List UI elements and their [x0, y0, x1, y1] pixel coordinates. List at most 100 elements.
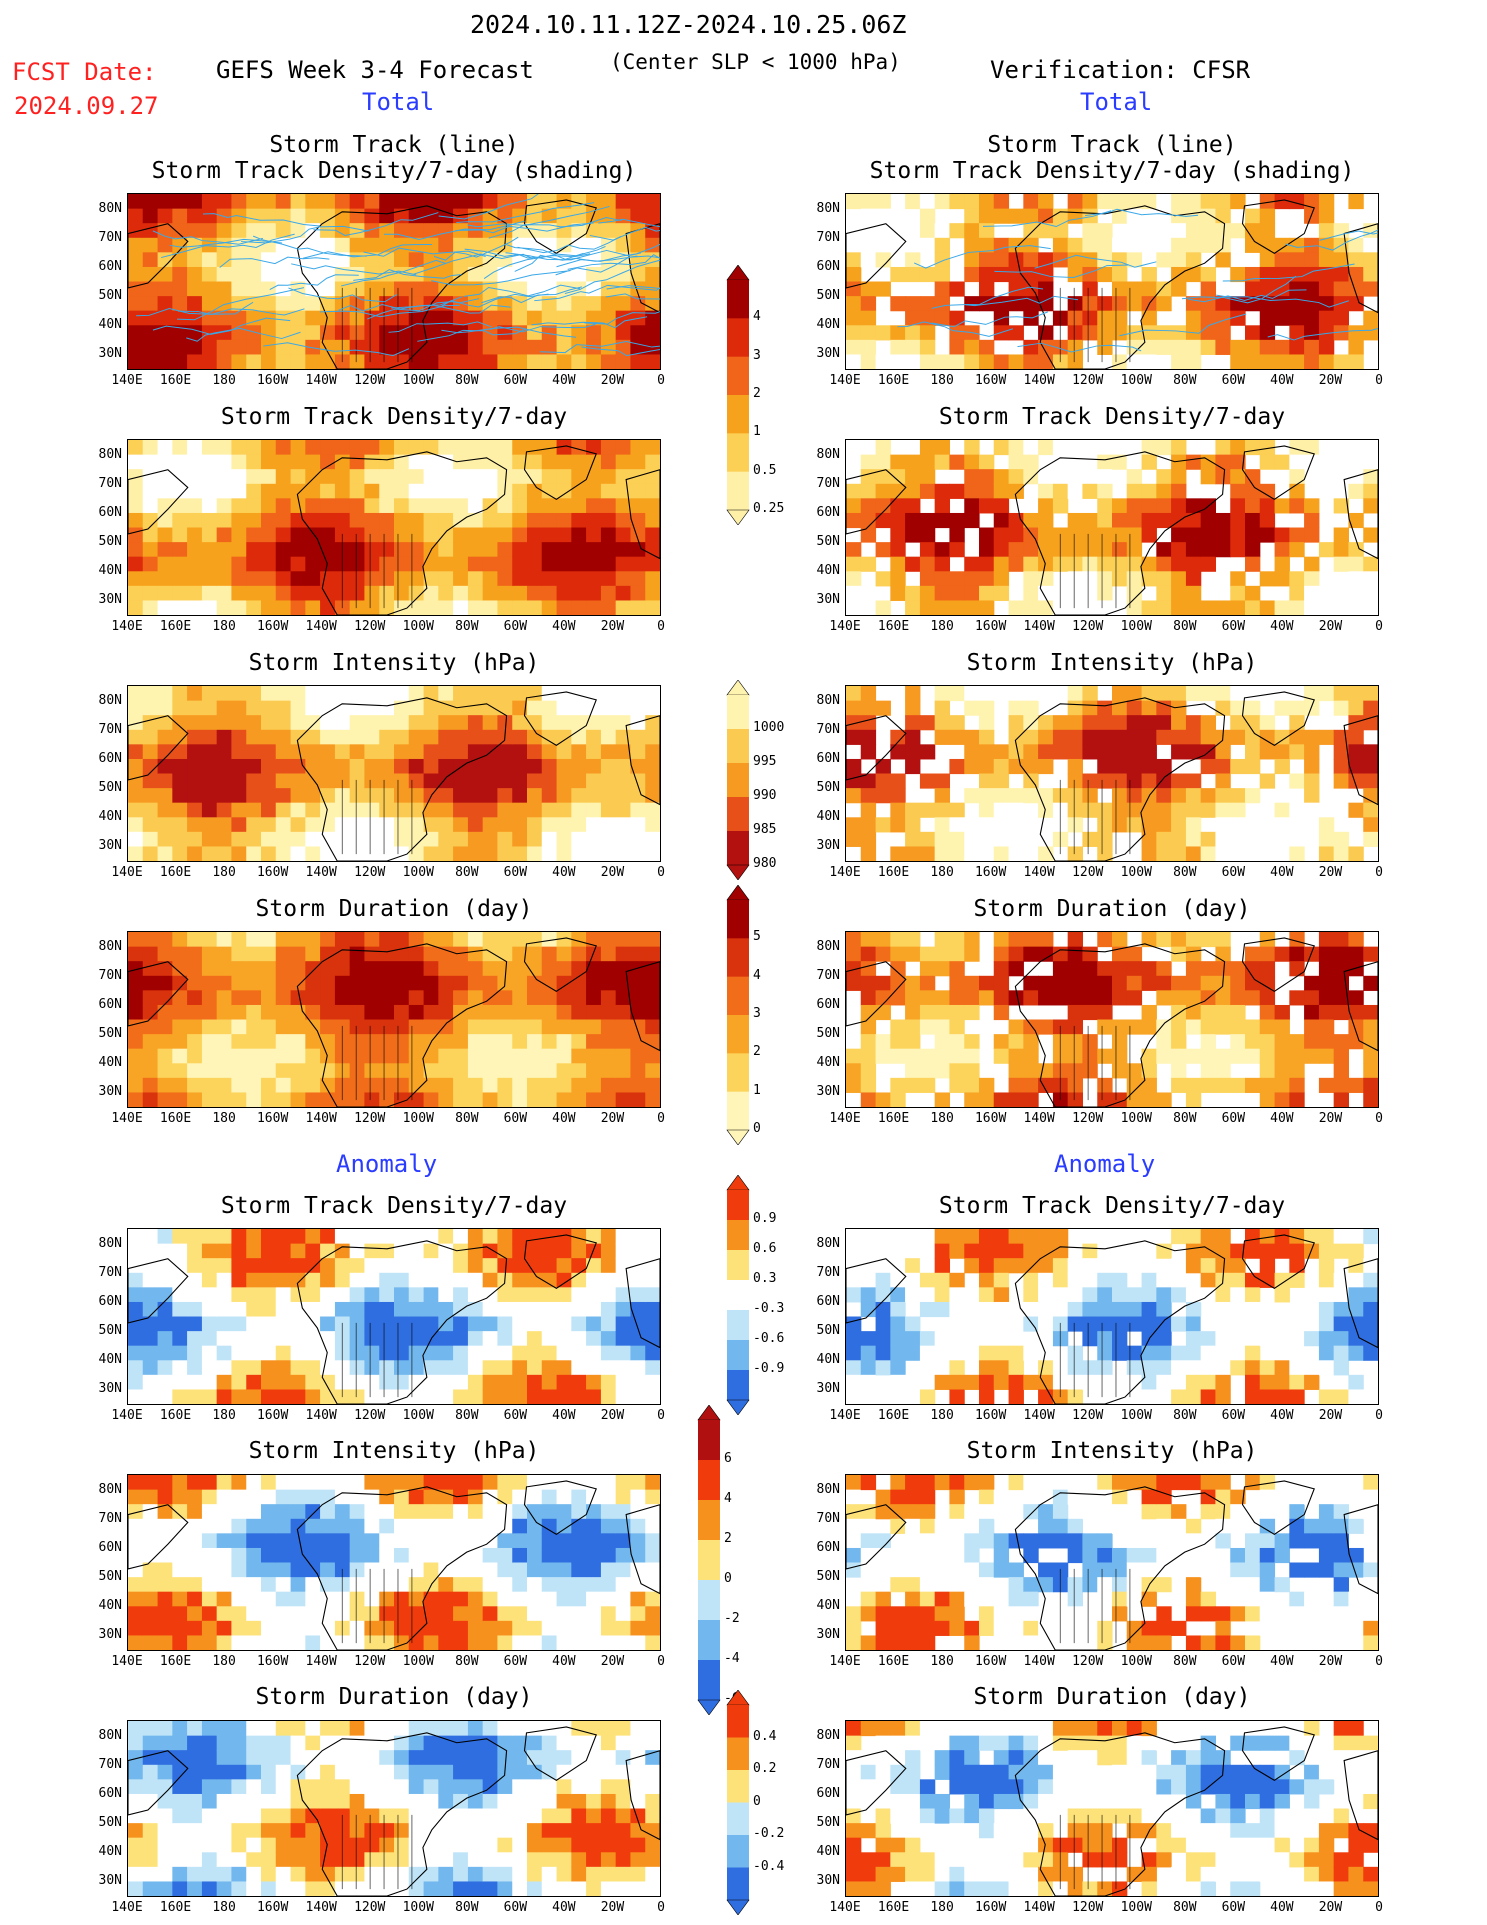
lat-tick-label: 70N [98, 1511, 122, 1526]
intensity-anomaly-colorbar-label: 0 [724, 1571, 732, 1586]
storm-track-line [303, 244, 433, 259]
coastline [625, 715, 660, 806]
storm-track-line [994, 264, 1129, 278]
lon-tick-label: 140W [305, 1408, 337, 1423]
lat-tick-label: 70N [816, 968, 840, 983]
right-panel-intensity-anomaly-field [846, 1475, 1378, 1650]
lat-tick-label: 50N [98, 534, 122, 549]
lon-tick-label: 160E [877, 865, 910, 880]
lon-tick-label: 120W [1072, 373, 1104, 388]
lon-tick-label: 120W [1072, 1900, 1104, 1915]
lon-tick-label: 140W [305, 865, 337, 880]
lon-tick-label: 120W [354, 1111, 386, 1126]
lon-tick-label: 180 [212, 1111, 236, 1126]
storm-track-line [505, 249, 641, 261]
lon-tick-label: 80W [1173, 865, 1197, 880]
right-panel-intensity-anomaly [845, 1474, 1379, 1651]
lon-tick-label: 120W [354, 1654, 386, 1669]
left-panel-density-anomaly [127, 1228, 661, 1405]
date-range-title: 2024.10.11.12Z-2024.10.25.06Z [470, 10, 907, 39]
storm-track-line [338, 296, 463, 312]
right-p1-title-a: Storm Track (line) [987, 132, 1237, 158]
storm-track-line [531, 316, 648, 329]
lon-tick-label: 60W [503, 1900, 528, 1915]
storm-track-line [584, 311, 660, 325]
lon-tick-label: 100W [1120, 619, 1152, 634]
right-panel-track-line-density [845, 193, 1379, 370]
lon-tick-label: 180 [930, 1900, 954, 1915]
lon-tick-label: 120W [354, 619, 386, 634]
coastline [296, 943, 508, 1107]
coastline [1014, 1240, 1226, 1404]
colorbar-swatch [727, 1340, 749, 1371]
left-p7-title: Storm Duration (day) [255, 1684, 533, 1710]
lat-tick-label: 60N [98, 1294, 122, 1309]
lon-tick-label: 160E [877, 1900, 910, 1915]
lon-tick-label: 140E [111, 1654, 143, 1669]
lon-tick-label: 180 [930, 1654, 954, 1669]
storm-track-line [313, 212, 439, 236]
lon-tick-label: 40W [1270, 1900, 1294, 1915]
right-anomaly-label: Anomaly [1054, 1150, 1156, 1178]
lon-tick-label: 20W [1318, 373, 1343, 388]
lon-tick-label: 100W [1120, 1111, 1152, 1126]
colorbar-swatch [727, 1737, 749, 1771]
coastline [128, 1750, 189, 1816]
lon-tick-label: 160W [256, 1408, 289, 1423]
lat-tick-label: 60N [816, 1786, 840, 1801]
density-anomaly-colorbar-label: 0.9 [753, 1211, 777, 1226]
lon-tick-label: 60W [1221, 1900, 1246, 1915]
duration-anomaly-colorbar-label: -0.4 [753, 1858, 785, 1874]
lat-tick-label: 70N [816, 476, 840, 491]
storm-track-line [433, 236, 519, 261]
lon-tick-label: 140E [829, 619, 861, 634]
coastline [625, 469, 660, 560]
left-panel-intensity-anomaly-field [128, 1475, 660, 1650]
storm-track-line [136, 301, 254, 317]
lat-tick-label: 80N [816, 1236, 840, 1251]
lon-tick-label: 140E [111, 865, 143, 880]
left-p1-title-a: Storm Track (line) [269, 132, 519, 158]
colorbar-swatch [698, 1460, 720, 1501]
right-p6-title: Storm Intensity (hPa) [966, 1438, 1258, 1464]
storm-track-line [534, 284, 660, 302]
colorbar-swatch [727, 938, 749, 978]
storm-track-line [567, 254, 660, 270]
lon-tick-label: 0 [1375, 1900, 1383, 1915]
colorbar-swatch [727, 433, 749, 473]
lat-tick-label: 30N [816, 1084, 840, 1099]
storm-track-line [488, 217, 622, 239]
coastline [1343, 1258, 1378, 1349]
storm-track-line [606, 285, 660, 290]
lon-tick-label: 140E [829, 373, 861, 388]
storm-track-line [152, 317, 291, 335]
storm-track-line [203, 213, 320, 227]
center-slp-note: (Center SLP < 1000 hPa) [610, 50, 901, 74]
lat-tick-label: 40N [816, 1352, 840, 1367]
lon-tick-label: 80W [455, 619, 479, 634]
lon-tick-label: 160E [159, 1900, 192, 1915]
coastline [1014, 1486, 1226, 1650]
left-panel-duration-field [128, 932, 660, 1107]
coastline [846, 1750, 907, 1816]
coastline [1343, 223, 1378, 314]
coastline [296, 1486, 508, 1650]
density-anomaly-colorbar-label: -0.3 [753, 1301, 785, 1316]
lat-tick-label: 80N [816, 447, 840, 462]
storm-track-line [383, 220, 525, 240]
lat-tick-label: 60N [816, 997, 840, 1012]
left-total-label: Total [362, 88, 435, 116]
storm-track-line [483, 252, 584, 279]
lat-tick-label: 80N [98, 1236, 122, 1251]
lon-tick-label: 40W [1270, 1654, 1294, 1669]
duration-colorbar [726, 885, 750, 1145]
lon-tick-label: 180 [930, 373, 954, 388]
lon-tick-label: 100W [402, 1111, 434, 1126]
lat-tick-label: 70N [816, 1265, 840, 1280]
lon-tick-label: 160E [877, 373, 910, 388]
lon-tick-label: 140E [829, 1111, 861, 1126]
lon-tick-label: 160E [159, 865, 192, 880]
lat-tick-label: 50N [98, 1569, 122, 1584]
lon-tick-label: 60W [1221, 1654, 1246, 1669]
coastline [128, 715, 189, 781]
